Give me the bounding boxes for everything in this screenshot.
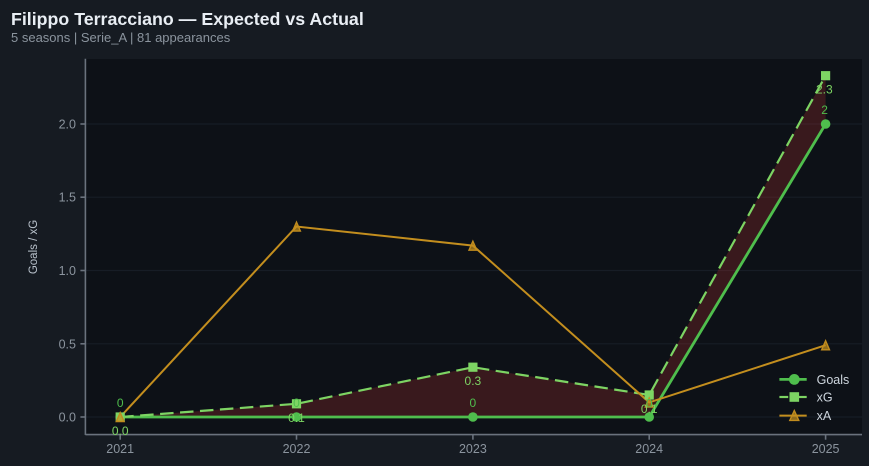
svg-text:2023: 2023 [459,442,487,456]
svg-text:2025: 2025 [812,442,840,456]
svg-text:0.1: 0.1 [641,402,658,416]
svg-text:2: 2 [821,103,828,117]
svg-text:xA: xA [817,409,832,423]
svg-text:0: 0 [646,397,653,411]
svg-text:2022: 2022 [283,442,311,456]
svg-text:0: 0 [293,396,300,410]
svg-text:0.1: 0.1 [288,411,305,425]
svg-text:Goals: Goals [817,373,850,387]
svg-text:0: 0 [117,396,124,410]
svg-text:Goals / xG: Goals / xG [28,220,40,274]
svg-text:0.0: 0.0 [59,411,76,425]
svg-text:2.3: 2.3 [816,83,833,97]
svg-text:0.3: 0.3 [465,374,482,388]
svg-text:1.5: 1.5 [59,191,76,205]
svg-text:0.0: 0.0 [112,424,129,438]
svg-text:0: 0 [470,396,477,410]
svg-text:2021: 2021 [106,442,134,456]
svg-text:xG: xG [817,391,833,405]
svg-text:1.0: 1.0 [59,264,76,278]
svg-text:2024: 2024 [635,442,663,456]
svg-text:0.5: 0.5 [59,337,76,351]
svg-text:2.0: 2.0 [59,118,76,132]
